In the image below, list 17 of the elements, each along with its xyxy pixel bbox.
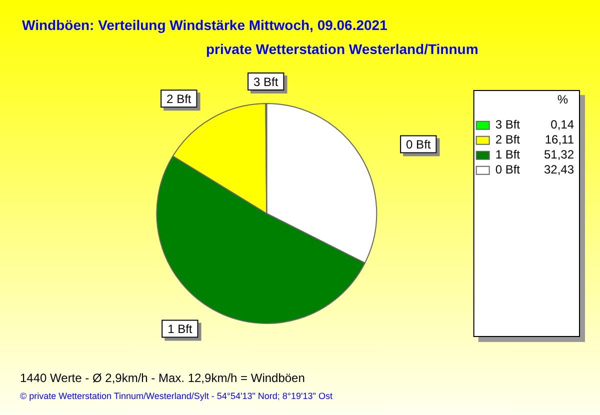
text: © private Wetterstation Tinnum/Westerland/Sylt - 54°54'13" Nord; 8°19'13" Ost xyxy=(20,391,332,401)
data-label: 16,11 xyxy=(544,132,574,147)
text: 1440 Werte - Ø 2,9km/h - Max. 12,9km/h = Windböen xyxy=(20,371,305,385)
slice-label: 2 Bft xyxy=(166,92,192,106)
legend-title: % xyxy=(557,92,568,106)
legend-label: 0 Bft xyxy=(495,162,521,177)
slice-label: 1 Bft xyxy=(168,322,193,336)
legend-label: 2 Bft xyxy=(495,132,521,147)
chart-title: Windböen: Verteilung Windstärke Mittwoch, 09.06.2021 xyxy=(22,17,388,33)
legend-label: 3 Bft xyxy=(495,118,521,132)
slice-label: 3 Bft xyxy=(254,74,279,89)
legend-label: 1 Bft xyxy=(495,148,521,162)
data-label: 32,43 xyxy=(544,162,574,177)
data-label: 51,32 xyxy=(544,148,574,162)
data-label: 0,14 xyxy=(550,118,574,132)
slice-label: 0 Bft xyxy=(406,138,432,152)
chart-subtitle: private Wetterstation Westerland/Tinnum xyxy=(206,41,478,57)
